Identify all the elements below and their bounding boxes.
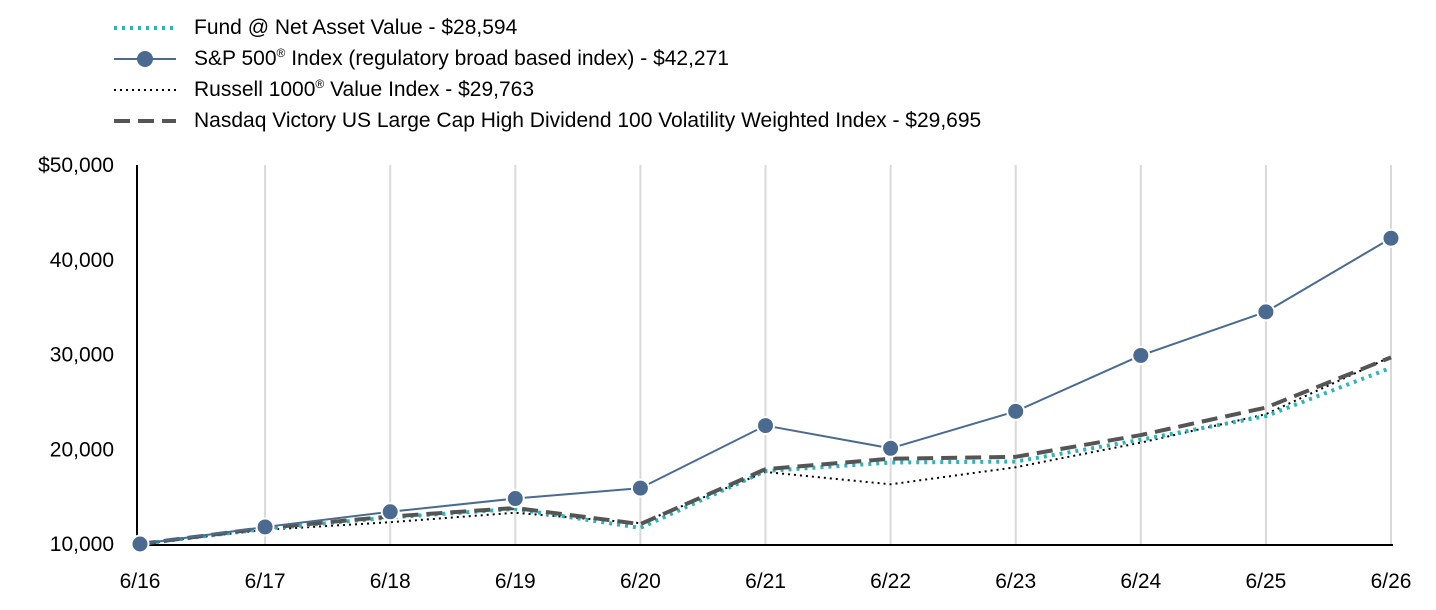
x-tick-label: 6/23 (995, 570, 1036, 593)
legend: Fund @ Net Asset Value - $28,594 S&P 500… (114, 12, 981, 136)
legend-label-russell: Russell 1000® Value Index - $29,763 (194, 76, 535, 101)
y-tick-label: 10,000 (50, 533, 114, 556)
series-line-nasdaq (139, 355, 1392, 546)
x-tick-label: 6/21 (745, 570, 786, 593)
y-tick-label: 40,000 (50, 249, 114, 272)
sp500-point-6/22 (881, 438, 901, 458)
legend-item-nasdaq: Nasdaq Victory US Large Cap High Dividen… (114, 105, 981, 136)
x-tick-label: 6/19 (495, 570, 536, 593)
sp500-point-6/16 (130, 534, 150, 554)
axes (136, 165, 1393, 546)
x-tick-label: 6/20 (620, 570, 661, 593)
x-tick-label: 6/26 (1371, 570, 1412, 593)
x-tick-label: 6/18 (370, 570, 411, 593)
sp500-point-6/24 (1131, 345, 1151, 365)
legend-swatch-nasdaq (114, 118, 176, 123)
sp500-point-6/23 (1006, 401, 1026, 421)
series-lines (130, 228, 1401, 554)
x-tick-label: 6/17 (245, 570, 286, 593)
x-tick-label: 6/24 (1120, 570, 1161, 593)
sp500-point-6/25 (1256, 302, 1276, 322)
legend-swatch-sp500 (114, 50, 176, 67)
sp500-point-6/26 (1381, 228, 1401, 248)
sp500-point-6/20 (630, 478, 650, 498)
legend-swatch-russell (114, 88, 176, 91)
x-tick-label: 6/22 (870, 570, 911, 593)
y-tick-label: $50,000 (38, 154, 114, 177)
y-tick-label: 20,000 (50, 438, 114, 461)
y-tick-label: 30,000 (50, 344, 114, 367)
legend-label-fund: Fund @ Net Asset Value - $28,594 (194, 15, 518, 39)
legend-swatch-fund (114, 25, 176, 30)
sp500-point-6/18 (380, 502, 400, 522)
legend-item-sp500: S&P 500® Index (regulatory broad based i… (114, 43, 981, 74)
legend-item-russell: Russell 1000® Value Index - $29,763 (114, 74, 981, 105)
legend-item-fund: Fund @ Net Asset Value - $28,594 (114, 12, 981, 43)
sp500-point-6/19 (505, 489, 525, 509)
sp500-point-6/21 (756, 416, 775, 436)
sp500-point-6/17 (255, 517, 275, 537)
x-tick-label: 6/25 (1245, 570, 1286, 593)
legend-label-sp500: S&P 500® Index (regulatory broad based i… (194, 45, 729, 70)
x-tick-label: 6/16 (120, 570, 161, 593)
legend-label-nasdaq: Nasdaq Victory US Large Cap High Dividen… (194, 108, 982, 132)
gridlines (264, 165, 1392, 544)
tick-labels: 10,000 20,000 30,000 40,000 $50,000 6/16 6/17 6… (38, 154, 1411, 593)
